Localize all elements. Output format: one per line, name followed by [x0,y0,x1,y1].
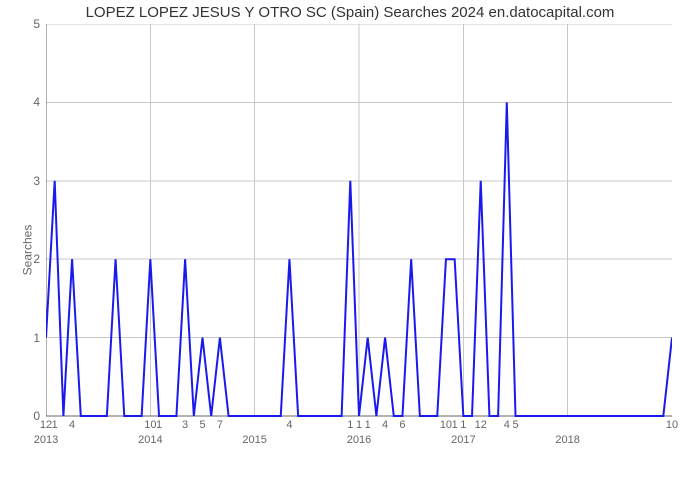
plot-area [46,24,672,450]
chart-container: LOPEZ LOPEZ JESUS Y OTRO SC (Spain) Sear… [0,0,700,500]
y-tick-label: 2 [14,252,40,266]
y-tick-label: 1 [14,331,40,345]
y-tick-label: 5 [14,17,40,31]
y-tick-label: 3 [14,174,40,188]
y-axis-label: Searches [20,225,34,276]
chart-svg [46,24,672,450]
chart-title: LOPEZ LOPEZ JESUS Y OTRO SC (Spain) Sear… [0,4,700,21]
y-tick-label: 4 [14,95,40,109]
y-tick-label: 0 [14,409,40,423]
